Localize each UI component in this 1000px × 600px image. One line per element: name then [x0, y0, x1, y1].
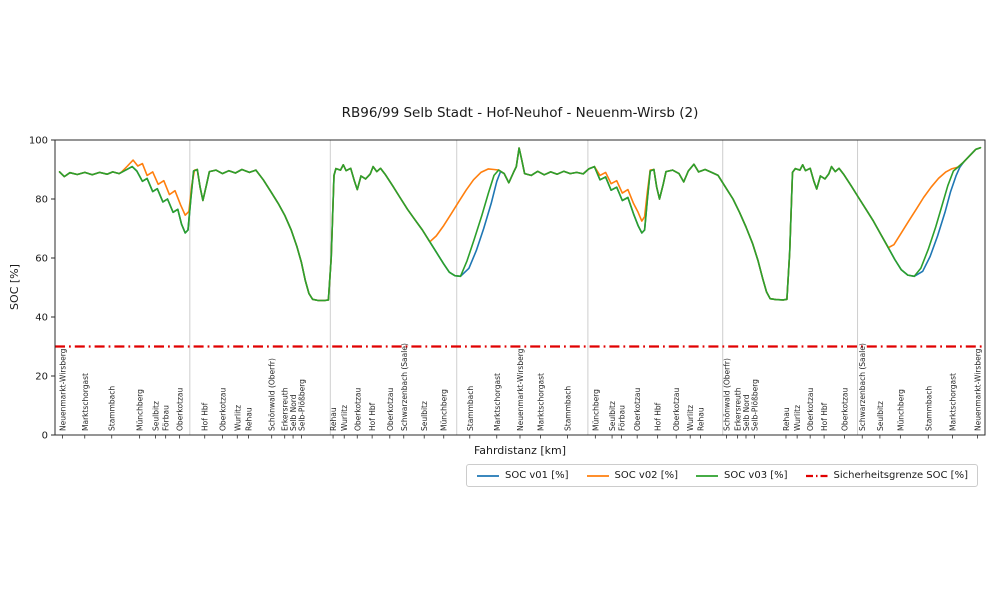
station-label: Selb-Plößberg: [750, 379, 759, 431]
legend-item: SOC v02 [%]: [586, 470, 679, 481]
station-label: Neuenmarkt-Wirsberg: [516, 348, 525, 431]
station-label: Selb-Plößberg: [297, 379, 306, 431]
station-label: Selb Nord: [742, 394, 751, 431]
station-label: Erkersreuth: [281, 387, 290, 431]
station-label: Schwarzenbach (Saale): [858, 343, 867, 431]
station-label: Münchberg: [440, 389, 449, 431]
station-label: Erkersreuth: [734, 387, 743, 431]
station-label: Rehau: [782, 407, 791, 431]
station-label: Förbau: [617, 405, 626, 431]
station-label: Seulbitz: [420, 401, 429, 431]
legend-label: SOC v02 [%]: [614, 470, 679, 481]
station-label: Wurlitz: [793, 405, 802, 431]
station-label: Stammbach: [924, 386, 933, 431]
y-tick-label: 40: [35, 313, 48, 324]
legend-item: SOC v01 [%]: [476, 470, 569, 481]
station-label: Münchberg: [591, 389, 600, 431]
station-label: Selb Nord: [289, 394, 298, 431]
station-label: Neuenmarkt-Wirsberg: [58, 348, 67, 431]
station-label: Wurlitz: [233, 405, 242, 431]
station-label: Wurlitz: [340, 405, 349, 431]
legend-line-swatch: [477, 474, 499, 477]
y-tick-label: 80: [35, 195, 48, 206]
legend-line-swatch: [586, 474, 609, 477]
legend-label: Sicherheitsgrenze SOC [%]: [833, 470, 968, 481]
legend-item: SOC v03 [%]: [695, 470, 788, 481]
station-label: Oberkotzau: [841, 388, 850, 431]
station-label: Oberkotzau: [672, 388, 681, 431]
station-label: Münchberg: [896, 389, 905, 431]
legend-line-swatch: [696, 474, 719, 477]
station-label: Wurlitz: [686, 405, 695, 431]
station-label: Seulbitz: [151, 401, 160, 431]
station-label: Hof Hbf: [654, 402, 663, 431]
station-label: Marktschorgast: [493, 373, 502, 431]
station-label: Marktschorgast: [536, 373, 545, 431]
station-label: Seulbitz: [608, 401, 617, 431]
station-label: Rehau: [244, 407, 253, 431]
station-label: Oberkotzau: [176, 388, 185, 431]
x-axis-label: Fahrdistanz [km]: [473, 444, 567, 457]
station-label: Hof Hbf: [368, 402, 377, 431]
y-tick-label: 0: [42, 431, 48, 442]
legend-label: SOC v01 [%]: [505, 470, 569, 481]
legend-label: SOC v03 [%]: [724, 470, 788, 481]
station-label: Stammbach: [563, 386, 572, 431]
station-label: Neuenmarkt-Wirsberg: [974, 348, 983, 431]
station-label: Hof Hbf: [820, 402, 829, 431]
station-label: Stammbach: [108, 386, 117, 431]
station-label: Schwarzenbach (Saale): [400, 343, 409, 431]
station-label: Oberkotzau: [218, 388, 227, 431]
series-line-v03: [58, 146, 982, 302]
y-axis-label: SOC [%]: [8, 264, 21, 310]
station-label: Oberkotzau: [806, 388, 815, 431]
station-label: Münchberg: [136, 389, 145, 431]
chart-title: RB96/99 Selb Stadt - Hof-Neuhof - Neuenm…: [341, 105, 699, 121]
station-label: Oberkotzau: [386, 388, 395, 431]
station-label: Rehau: [696, 407, 705, 431]
station-label: Oberkotzau: [353, 388, 362, 431]
legend: SOC v01 [%] SOC v02 [%] SOC v03 [%] Sicherh…: [466, 464, 978, 487]
y-tick-label: 100: [29, 136, 48, 147]
station-label: Schönwald (Oberfr): [722, 358, 731, 431]
station-label: Förbau: [162, 405, 171, 431]
station-label: Seulbitz: [876, 401, 885, 431]
y-tick-label: 20: [35, 372, 48, 383]
station-label: Marktschorgast: [948, 373, 957, 431]
station-label: Stammbach: [466, 386, 475, 431]
station-label: Hof Hbf: [201, 402, 210, 431]
station-label: Oberkotzau: [633, 388, 642, 431]
station-label: Marktschorgast: [81, 373, 90, 431]
legend-item: Sicherheitsgrenze SOC [%]: [805, 470, 968, 481]
station-label: Rehau: [329, 407, 338, 431]
y-tick-label: 60: [35, 254, 48, 265]
station-label: Schönwald (Oberfr): [268, 358, 277, 431]
legend-line-swatch: [805, 474, 828, 477]
